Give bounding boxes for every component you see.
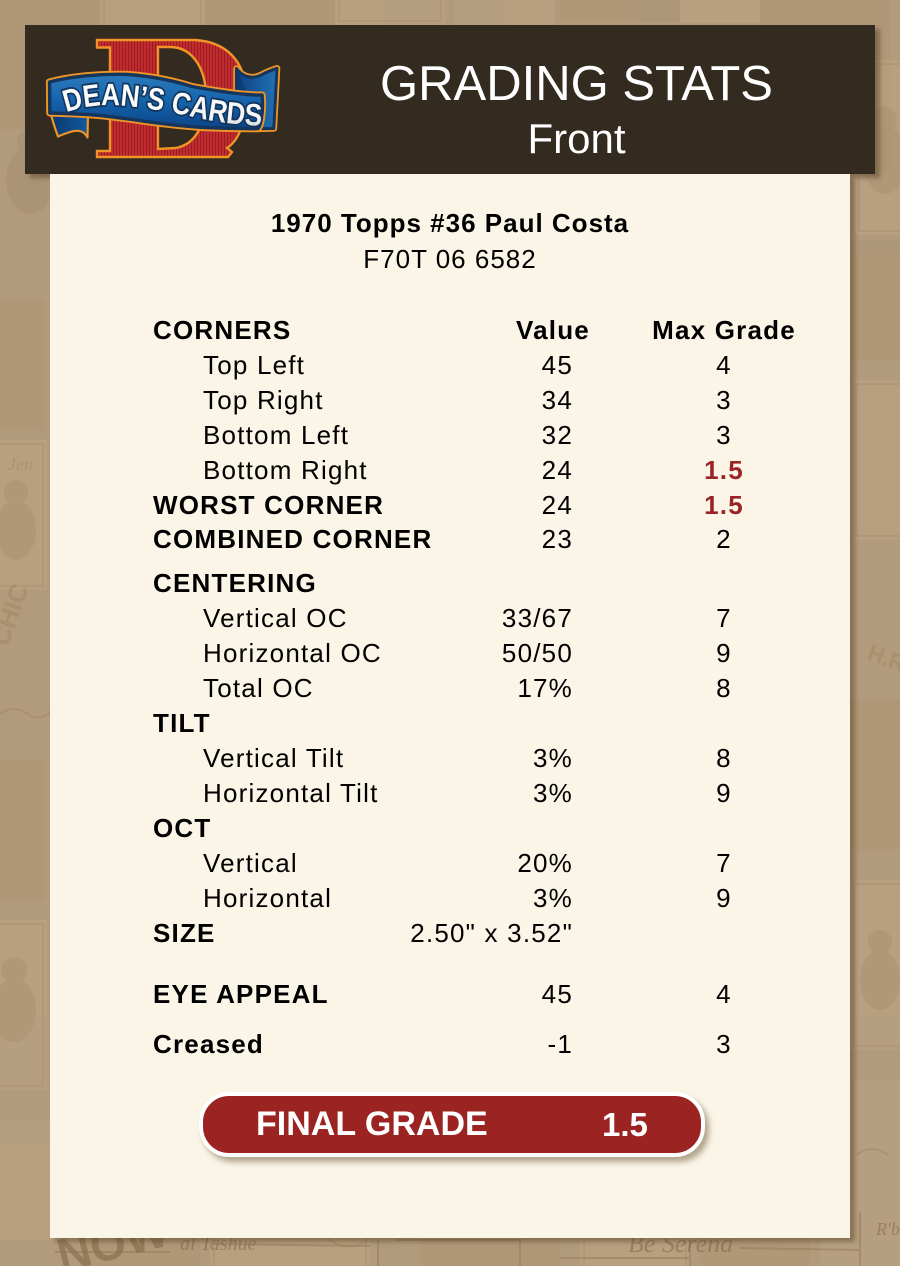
svg-text:al Tashue: al Tashue xyxy=(180,1233,257,1255)
svg-text:R'b: R'b xyxy=(875,1219,900,1239)
svg-text:Jen: Jen xyxy=(8,454,33,474)
